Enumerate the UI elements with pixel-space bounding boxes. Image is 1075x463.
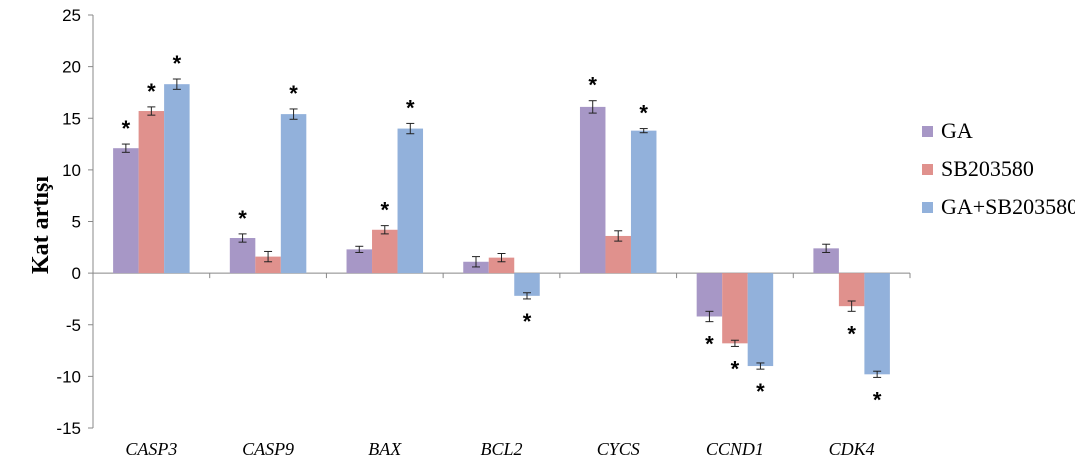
x-tick-label: BAX xyxy=(368,439,402,459)
bar xyxy=(488,257,515,274)
x-tick-label: BCL2 xyxy=(480,439,522,459)
bar xyxy=(113,148,139,274)
y-tick-label: -15 xyxy=(56,419,81,438)
bar xyxy=(346,249,373,274)
significance-star: * xyxy=(588,73,597,98)
x-tick-label: CDK4 xyxy=(829,439,875,459)
significance-star: * xyxy=(406,95,415,120)
significance-star: * xyxy=(289,81,298,106)
y-tick-label: 0 xyxy=(72,264,81,283)
significance-star: * xyxy=(847,321,856,346)
bar xyxy=(579,106,606,274)
significance-star: * xyxy=(873,387,882,412)
legend-swatch xyxy=(922,202,933,213)
significance-star: * xyxy=(731,356,740,381)
bar xyxy=(229,238,256,274)
y-axis-title: Kat artışı xyxy=(28,176,54,274)
x-tick-label: CASP9 xyxy=(242,439,294,459)
significance-star: * xyxy=(705,332,714,357)
significance-star: * xyxy=(756,379,765,404)
bar xyxy=(630,130,657,274)
y-tick-label: 20 xyxy=(62,58,81,77)
significance-star: * xyxy=(122,116,131,141)
legend-swatch xyxy=(922,164,933,175)
x-tick-label: CYCS xyxy=(597,439,640,459)
bar xyxy=(397,128,424,274)
bar xyxy=(514,273,540,296)
bar xyxy=(747,273,774,367)
legend: GA SB203580 GA+SB203580 xyxy=(922,118,1075,219)
bar xyxy=(372,229,398,274)
bar xyxy=(864,273,890,375)
legend-label: SB203580 xyxy=(941,156,1034,181)
bar xyxy=(280,114,307,274)
significance-star: * xyxy=(238,206,247,231)
bar xyxy=(605,235,631,274)
bar xyxy=(164,84,190,274)
significance-star: * xyxy=(639,101,648,126)
y-tick-label: -5 xyxy=(66,316,81,335)
bar xyxy=(722,273,748,344)
x-tick-label: CASP3 xyxy=(125,439,177,459)
y-tick-label: 10 xyxy=(62,161,81,180)
bar xyxy=(138,111,165,274)
bar xyxy=(696,273,723,317)
y-tick-label: -10 xyxy=(56,367,81,386)
significance-star: * xyxy=(381,198,390,223)
bar xyxy=(255,256,281,274)
x-tick-label: CCND1 xyxy=(706,439,764,459)
bar xyxy=(463,261,489,274)
significance-star: * xyxy=(523,309,532,334)
y-tick-label: 5 xyxy=(72,213,81,232)
y-tick-label: 25 xyxy=(62,6,81,25)
legend-label: GA xyxy=(941,118,973,143)
legend-label: GA+SB203580 xyxy=(941,194,1075,219)
significance-star: * xyxy=(173,51,182,76)
significance-star: * xyxy=(147,79,156,104)
y-tick-label: 15 xyxy=(62,109,81,128)
axes xyxy=(88,14,911,429)
bars xyxy=(113,78,890,378)
legend-swatch xyxy=(922,126,933,137)
labels: -15 -10 -5 0 5 10 15 20 25 * * * CASP3 * * CASP9 * * BAX * B… xyxy=(56,6,881,459)
